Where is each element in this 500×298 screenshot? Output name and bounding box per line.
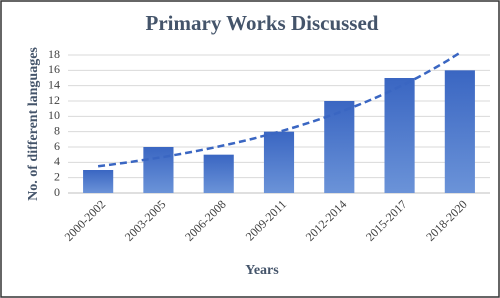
- y-tick-label: 16: [48, 62, 60, 76]
- bar: [444, 70, 475, 193]
- bar: [203, 154, 234, 193]
- y-tick-label: 2: [54, 169, 60, 183]
- y-axis-title: No. of different languages: [26, 47, 41, 201]
- bar: [143, 147, 174, 193]
- bar: [83, 170, 114, 193]
- y-tick-label: 0: [54, 185, 60, 199]
- y-tick-label: 12: [48, 93, 60, 107]
- trendline: [97, 51, 461, 168]
- y-tick-label: 4: [54, 154, 60, 168]
- y-tick-label: 18: [48, 47, 60, 61]
- y-tick-label: 6: [54, 139, 60, 153]
- chart-title: Primary Works Discussed: [146, 11, 379, 35]
- x-axis-title: Years: [245, 263, 279, 278]
- bar: [384, 78, 415, 193]
- y-tick-label: 8: [54, 123, 60, 137]
- y-tick-label: 14: [48, 77, 60, 91]
- bar: [263, 131, 295, 193]
- y-tick-label: 10: [48, 108, 60, 122]
